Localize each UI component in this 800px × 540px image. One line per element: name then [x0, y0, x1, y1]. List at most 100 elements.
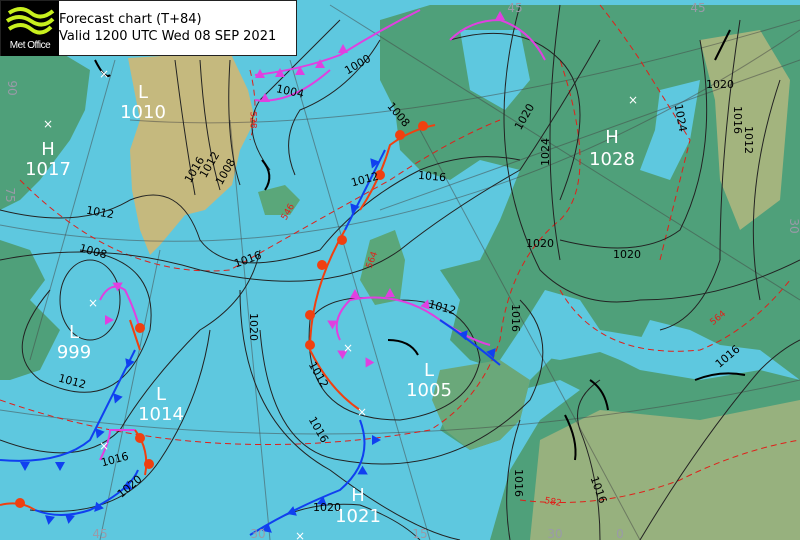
cold-front-triangle	[286, 506, 297, 516]
occluded-front	[99, 429, 135, 461]
low-value: 1010	[120, 102, 166, 123]
grid-label: 0	[616, 527, 624, 540]
cold-front	[344, 149, 386, 231]
warm-front-semicircle	[418, 121, 428, 131]
cold-front-triangle	[55, 462, 65, 471]
chart-header: Met Office Forecast chart (T+84) Valid 1…	[0, 0, 297, 56]
warm-front	[134, 429, 148, 476]
baltic-sea	[460, 30, 530, 110]
warm-front-semicircle	[305, 310, 315, 320]
occluded-front-symbol	[327, 320, 338, 330]
high-label: H	[605, 127, 619, 148]
valid-time: Valid 1200 UTC Wed 08 SEP 2021	[59, 29, 277, 44]
mediterranean	[530, 330, 760, 372]
centre-marker-icon: ×	[43, 117, 53, 131]
cold-front-triangle	[316, 496, 327, 506]
cold-front-triangle	[122, 480, 133, 490]
chart-title: Forecast chart (T+84)	[59, 12, 202, 27]
low-value: 1005	[406, 380, 452, 401]
isobar-label: 1020	[613, 248, 641, 261]
cold-front-triangle	[261, 523, 272, 533]
low-value: 1014	[138, 404, 184, 425]
centre-marker-icon: ×	[628, 93, 638, 107]
iberia	[432, 360, 530, 450]
british-isles	[360, 230, 405, 305]
grid-label: 30	[787, 218, 800, 233]
grid-label: 45	[690, 1, 705, 15]
low-label: L	[138, 82, 148, 103]
grid-labels: 45 45 30 90 75 45 30 15 30 0	[3, 1, 800, 540]
isobar-label: 1016	[418, 169, 447, 184]
met-office-logo: Met Office	[1, 1, 59, 56]
cold-front-triangle	[65, 514, 75, 524]
warm-front-semicircle	[317, 260, 327, 270]
troughs	[94, 29, 746, 461]
warm-front-semicircle	[337, 235, 347, 245]
cold-front-triangle	[125, 358, 135, 369]
isobar-label: 1016	[512, 469, 525, 497]
isobar-label: 1012	[85, 204, 115, 222]
occluded-front-symbol	[495, 11, 505, 20]
cold-front-triangle	[95, 428, 105, 439]
grid-label: 15	[412, 527, 427, 540]
cold-front-triangle	[357, 465, 368, 475]
occluded-front-symbol	[385, 288, 395, 297]
isobar-label: 1012	[742, 126, 755, 154]
centre-marker-icon: ×	[99, 439, 109, 453]
isobar-label: 1020	[706, 78, 734, 91]
occluded-front-symbol	[105, 315, 114, 325]
isobar-label: 1020	[247, 313, 260, 341]
occluded-front	[99, 285, 141, 331]
occluded-front-symbol	[338, 44, 348, 53]
centre-marker-icon: ×	[357, 405, 367, 419]
cold-front-triangle	[350, 203, 360, 214]
grid-label: 90	[5, 80, 19, 95]
low-label: L	[69, 322, 79, 343]
graticule	[0, 4, 800, 540]
cold-front-triangle	[458, 330, 468, 341]
cold-front-triangle	[45, 515, 55, 525]
occluded-front-symbol	[350, 289, 360, 298]
warm-front-semicircle	[15, 498, 25, 508]
isobar-label: 1016	[509, 304, 522, 332]
isobar-label: 1020	[313, 501, 341, 514]
thickness-lines	[0, 4, 800, 503]
warm-front-semicircle	[135, 433, 145, 443]
black-sea-caspian	[640, 80, 700, 180]
front-symbols	[15, 11, 505, 533]
canada-arctic	[0, 52, 90, 210]
warm-front-semicircle	[144, 459, 154, 469]
high-value: 1017	[25, 159, 71, 180]
high-label: H	[351, 485, 365, 506]
cold-front-triangle	[94, 501, 104, 512]
cold-front	[0, 349, 136, 462]
iceland	[258, 185, 300, 215]
wave-logo-icon	[5, 7, 55, 35]
occluded-front-symbol	[295, 66, 305, 75]
warm-front-semicircle	[395, 130, 405, 140]
warm-front-semicircle	[135, 323, 145, 333]
grid-label: 75	[3, 187, 17, 202]
occluded-front-symbol	[275, 68, 285, 77]
grid-label: 30	[547, 527, 562, 540]
cold-front-triangle	[113, 393, 123, 404]
occluded-front-symbol	[260, 93, 270, 102]
land	[0, 5, 800, 540]
cold-front	[439, 319, 501, 366]
logo-text: Met Office	[9, 40, 51, 51]
thickness-label: 582	[544, 496, 563, 509]
warm-front-semicircle	[375, 170, 385, 180]
isobar-label: 1024	[672, 103, 690, 133]
low-label: L	[156, 384, 166, 405]
sahara	[530, 400, 800, 540]
isobar-label: 1020	[526, 237, 554, 250]
cold-front	[34, 469, 139, 516]
